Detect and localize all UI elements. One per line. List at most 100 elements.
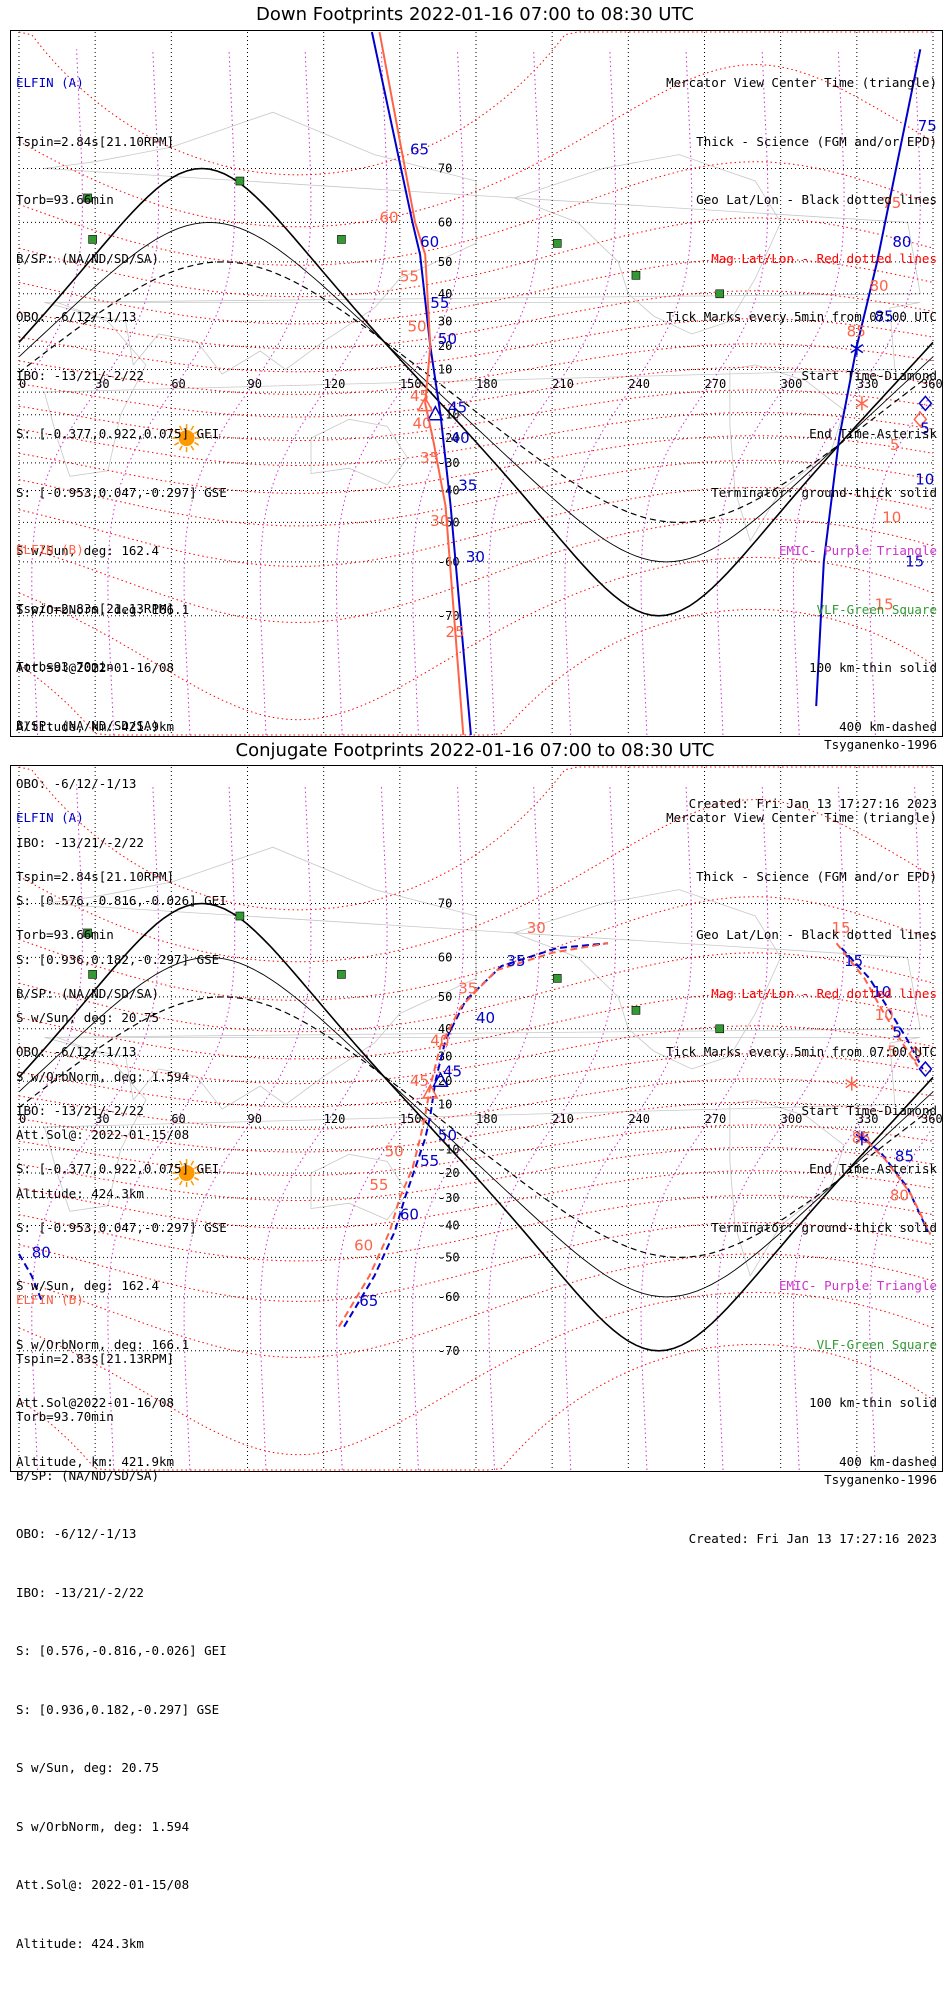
lon-tick-label: 240	[628, 377, 650, 391]
mag-lon-line	[869, 396, 931, 736]
tick-time-label: 75	[882, 194, 901, 212]
info-line: Torb=93.66min	[16, 927, 114, 942]
elfin-b-info: ELFIN (B) Tspin=2.83s[21.13RPM] Torb=93.…	[16, 501, 227, 1242]
tick-time-label: 10	[872, 983, 891, 1001]
info-line: Tspin=2.83s[21.13RPM]	[16, 600, 175, 616]
start-time-diamond	[918, 1060, 933, 1078]
map-panel-conjugate: 0 30 60 90 120 150 180 210 240 270 300 330 360 70 60 50…	[10, 765, 943, 1951]
mag-lat-line	[18, 952, 934, 1033]
legend-line: Mercator View Center Time (triangle)	[666, 810, 937, 825]
continent-outline	[512, 154, 782, 335]
tick-time-label: 45	[410, 387, 429, 405]
lat-tick-label: 70	[438, 161, 452, 175]
lon-tick-label: 360	[921, 377, 942, 391]
start-time-diamond	[908, 1045, 923, 1062]
lon-tick-label: 150	[400, 1112, 422, 1126]
tick-time-label: 55	[430, 294, 449, 312]
legend-line: Terminator: ground-thick solid	[711, 484, 937, 500]
info-line: S w/Sun, deg: 20.75	[16, 1760, 159, 1775]
info-line: Altitude: 424.3km	[16, 1185, 144, 1201]
lon-tick-label: 240	[628, 1112, 650, 1126]
lon-tick-label: 330	[857, 1112, 879, 1126]
lon-tick-label: 300	[781, 377, 803, 391]
vlf-square	[88, 970, 97, 979]
panel-title-conjugate: Conjugate Footprints 2022-01-16 07:00 to…	[235, 740, 715, 761]
sun-ray	[193, 430, 200, 435]
lat-tick-label: 30	[438, 314, 452, 328]
lat-tick-label: -30	[438, 1191, 460, 1205]
lon-tick-label: 0	[19, 1112, 26, 1126]
legend-line: Geo Lat/Lon - Black dotted lines	[696, 927, 937, 942]
sun-ray	[178, 1180, 183, 1186]
tick-time-label: 35	[506, 952, 525, 970]
elfin-a-label: ELFIN (A)	[16, 810, 84, 825]
mag-lat-line	[18, 318, 934, 373]
continent-outline	[43, 1037, 921, 1212]
footprint-track	[858, 1133, 932, 1235]
tick-time-label: 85	[875, 307, 894, 325]
footprint-track	[338, 942, 609, 1328]
mag-lat-line	[18, 1170, 934, 1229]
info-line: IBO: -13/21/-2/22	[16, 367, 144, 383]
mag-lat-line	[18, 798, 934, 963]
lon-tick-label: 60	[171, 377, 185, 391]
terminator-line	[18, 902, 934, 1352]
tick-time-label: 45	[410, 1072, 429, 1090]
info-line: S: [0.936,0.182,-0.297] GSE	[16, 1701, 220, 1717]
tick-time-label: 35	[458, 979, 477, 997]
footprint-track	[378, 31, 465, 736]
lon-tick-label: 210	[552, 377, 574, 391]
legend: Mercator View Center Time (triangle) Thi…	[666, 769, 937, 1510]
info-line: B/SP: (NA/ND/SD/SA)	[16, 717, 159, 733]
mag-lat-line	[18, 518, 934, 624]
legend-line: Geo Lat/Lon - Black dotted lines	[696, 192, 937, 207]
mag-lat-line	[18, 1124, 934, 1177]
info-line: IBO: -13/21/-2/22	[16, 1102, 144, 1118]
mag-lat-line	[18, 63, 934, 228]
lon-tick-label: 30	[95, 1112, 109, 1126]
mag-lat-line	[18, 343, 934, 395]
lon-tick-label: 360	[921, 1112, 942, 1126]
legend-line: VLF-Green Square	[816, 601, 937, 617]
vlf-square	[235, 911, 245, 921]
lat-tick-label: -70	[438, 1344, 460, 1358]
km100-line	[18, 221, 934, 563]
tick-time-label: 15	[875, 595, 894, 613]
info-line: S w/Sun, deg: 162.4	[16, 1278, 159, 1293]
legend-line: Mercator View Center Time (triangle)	[666, 75, 937, 90]
sun-ray	[190, 1160, 195, 1166]
lon-tick-label: 330	[857, 377, 879, 391]
mag-lat-line	[18, 1078, 934, 1130]
km400-line	[18, 261, 934, 524]
sun-icon	[178, 430, 195, 447]
tick-time-label: 50	[438, 1127, 457, 1145]
info-line: Att.Sol@2022-01-16/08	[16, 1395, 175, 1410]
legend-line: 400 km-dashed	[839, 1453, 937, 1469]
lat-tick-label: 10	[438, 363, 452, 377]
sun-ray	[193, 1176, 200, 1181]
continent-outline	[512, 889, 782, 1070]
info-line: S: [0.576,-0.816,-0.026] GEI	[16, 1643, 227, 1658]
vlf-square	[631, 1006, 641, 1015]
tick-time-label: 55	[420, 1152, 439, 1170]
tick-time-label: 40	[451, 429, 470, 447]
sun-ray	[190, 1180, 195, 1186]
lon-tick-label: 300	[781, 1112, 803, 1126]
mag-lat-line	[18, 1053, 934, 1108]
tick-time-label: 40	[476, 1009, 495, 1027]
info-line: S: [0.936,0.182,-0.297] GSE	[16, 951, 220, 967]
lat-tick-label: -70	[438, 609, 460, 623]
tick-time-label: 40	[430, 1032, 449, 1050]
info-line: S w/OrbNorm, deg: 1.594	[16, 1818, 190, 1834]
tick-time-label: 80	[890, 1187, 909, 1205]
lon-tick-label: 150	[400, 377, 422, 391]
info-line: IBO: -13/21/-2/22	[16, 834, 144, 850]
end-time-asterisk	[850, 343, 864, 354]
mag-lat-line	[18, 1291, 934, 1456]
info-line: Altitude: 424.3km	[16, 1935, 144, 1951]
legend-line: Terminator: ground-thick solid	[711, 1219, 937, 1235]
km400-line	[18, 996, 934, 1259]
tick-time-label: 80	[870, 277, 889, 295]
tick-time-label: 35	[420, 449, 439, 467]
tick-time-label: 85	[895, 1147, 914, 1165]
